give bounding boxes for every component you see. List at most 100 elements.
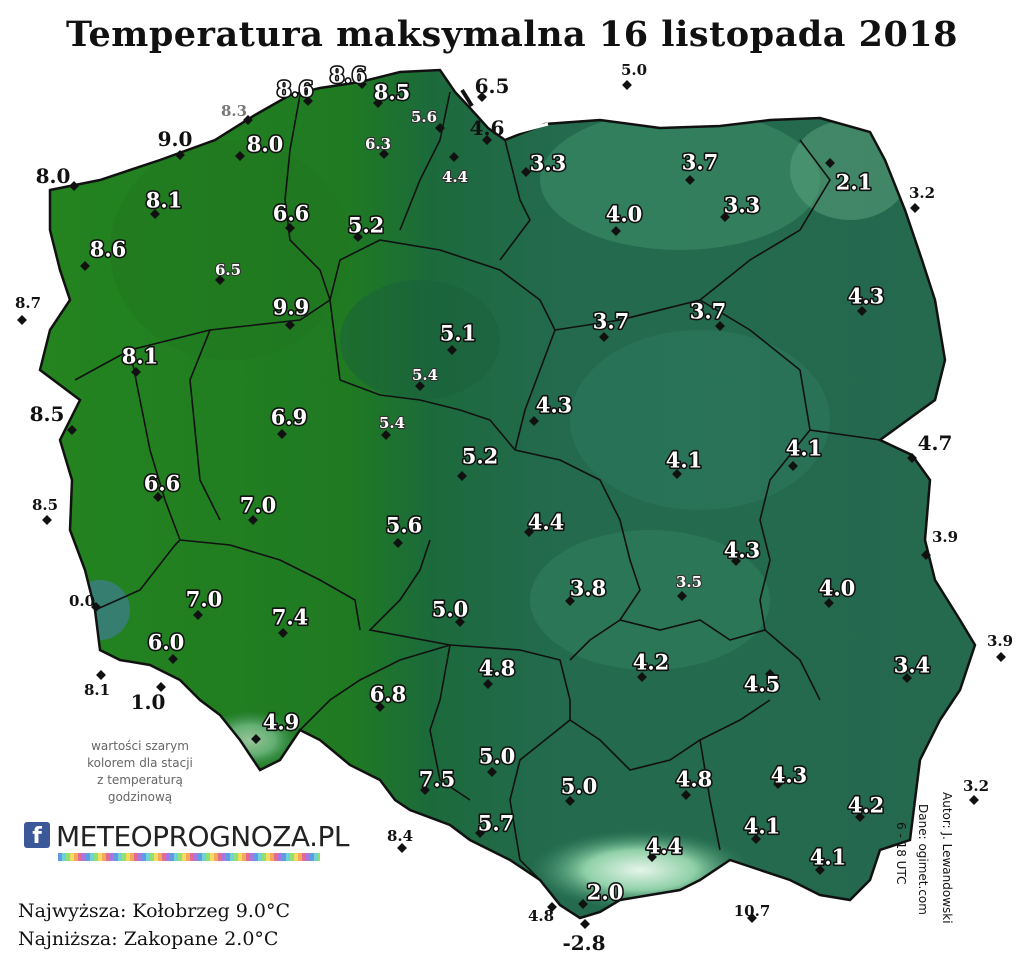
station-value: 5.2 <box>462 444 499 469</box>
station-marker-icon <box>611 226 621 236</box>
station: 4.7 <box>907 431 952 463</box>
station-value: 8.6 <box>90 237 127 262</box>
station: 3.4 <box>892 651 932 683</box>
station: 3.2 <box>909 184 935 213</box>
station-value: 8.5 <box>374 80 411 105</box>
station-value: 5.6 <box>411 108 437 126</box>
station-marker-icon <box>921 550 931 560</box>
station-marker-icon <box>379 149 389 159</box>
note-line: wartości szarym <box>91 739 189 753</box>
station: 5.2 <box>346 211 386 242</box>
station-value: 7.0 <box>240 493 277 518</box>
station: 3.3 <box>521 149 568 177</box>
station-marker-icon <box>420 785 430 795</box>
station-marker-icon <box>857 306 867 316</box>
station-marker-icon <box>788 461 798 471</box>
station-value: 5.0 <box>621 61 647 79</box>
station: 4.4 <box>524 508 566 537</box>
station-marker-icon <box>449 152 459 162</box>
station-value: 5.7 <box>478 811 515 836</box>
station: 7.0 <box>184 585 224 620</box>
station-marker-icon <box>215 275 225 285</box>
station: 8.5 <box>372 78 412 108</box>
station-value: 7.5 <box>419 767 456 792</box>
station-marker-icon <box>475 828 485 838</box>
station-value: 4.4 <box>442 168 468 186</box>
station-marker-icon <box>521 167 531 177</box>
station: 8.7 <box>15 294 41 325</box>
gray-value-note: wartości szarym kolorem dla stacji z tem… <box>60 738 220 806</box>
station-value: 8.1 <box>122 344 159 369</box>
credits: Autor: J. Lewandowski Dane: ogimet.com 6… <box>866 760 976 950</box>
station-value: 6.3 <box>365 135 391 153</box>
station: 4.6 <box>470 116 504 145</box>
station-marker-icon <box>622 80 632 90</box>
station-value: 4.1 <box>744 814 781 839</box>
station-value: 3.2 <box>963 777 989 795</box>
station-marker-icon <box>547 902 557 912</box>
station-marker-icon <box>578 899 588 909</box>
station-value: 2.0 <box>587 880 624 905</box>
station: 2.0 <box>578 878 625 909</box>
station-marker-icon <box>902 673 912 683</box>
station-marker-icon <box>150 209 160 219</box>
station-marker-icon <box>285 320 295 330</box>
station: 1.0 <box>131 682 166 714</box>
station-value: 4.3 <box>771 763 808 788</box>
station-marker-icon <box>277 429 287 439</box>
station-value: 5.6 <box>386 513 423 538</box>
station: 8.0 <box>36 164 79 191</box>
note-line: kolorem dla stacji <box>87 756 193 770</box>
station-value: 3.9 <box>932 528 958 546</box>
station-marker-icon <box>681 790 691 800</box>
station-value: 6.8 <box>370 682 407 707</box>
station: 7.4 <box>270 603 310 638</box>
station-value: 4.9 <box>263 710 300 735</box>
station: 8.6 <box>80 235 128 271</box>
station-marker-icon <box>91 602 101 612</box>
station: 9.0 <box>158 127 192 160</box>
station-value: 8.1 <box>146 188 183 213</box>
station-value: 3.2 <box>909 184 935 202</box>
station: 5.1 <box>438 319 478 355</box>
station: 3.7 <box>680 148 720 185</box>
station-value: 8.5 <box>30 402 65 426</box>
station: 4.4 <box>644 832 684 862</box>
station-value: 3.8 <box>570 576 607 601</box>
station: 2.1 <box>825 158 874 196</box>
station-value: 8.6 <box>277 77 314 102</box>
station-marker-icon <box>375 702 385 712</box>
station-marker-icon <box>487 767 497 777</box>
station: 5.6 <box>384 511 424 548</box>
station-marker-icon <box>720 212 730 222</box>
station-value: 4.2 <box>848 793 885 818</box>
station-marker-icon <box>455 617 465 627</box>
hours-credit: 6 - 18 UTC <box>894 822 908 885</box>
station-value: 4.3 <box>536 393 573 418</box>
station-value: 6.6 <box>144 471 181 496</box>
station-value: 5.4 <box>412 366 438 384</box>
station-marker-icon <box>415 381 425 391</box>
facebook-icon[interactable]: f <box>24 822 50 849</box>
station-marker-icon <box>278 628 288 638</box>
station-value: 4.1 <box>786 436 823 461</box>
max-summary: Najwyższa: Kołobrzeg 9.0°C <box>18 900 291 922</box>
station-marker-icon <box>69 181 79 191</box>
station-value: 4.3 <box>724 538 761 563</box>
station: 4.8 <box>674 765 714 800</box>
station-value: 3.9 <box>987 632 1013 650</box>
min-summary: Najniższa: Zakopane 2.0°C <box>18 928 279 950</box>
meteoprognoza-logo[interactable]: f METEOPROGNOZA.PL <box>24 820 349 864</box>
station: 4.8 <box>528 902 557 925</box>
station: 3.9 <box>921 528 958 560</box>
station: 4.1 <box>742 812 782 844</box>
station-marker-icon <box>483 679 493 689</box>
station: 4.0 <box>604 200 644 236</box>
station-marker-icon <box>397 843 407 853</box>
station: 5.4 <box>411 365 439 391</box>
station-value: 4.1 <box>666 448 703 473</box>
station-value: 4.0 <box>606 202 643 227</box>
station-marker-icon <box>381 430 391 440</box>
station: 3.7 <box>688 297 728 331</box>
